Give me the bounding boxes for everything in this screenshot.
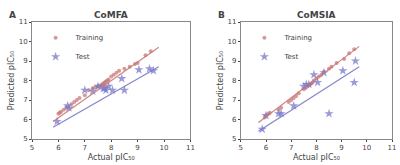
svg-text:Actual pIC₅₀: Actual pIC₅₀ [293,153,340,162]
svg-text:10: 10 [19,38,28,46]
svg-text:Training: Training [75,34,104,42]
svg-text:5: 5 [232,135,236,143]
svg-text:11: 11 [186,144,195,152]
svg-text:Training: Training [283,34,312,42]
svg-text:Actual pIC₅₀: Actual pIC₅₀ [88,153,135,162]
svg-text:9: 9 [339,144,343,152]
svg-text:9: 9 [23,57,27,65]
svg-text:5: 5 [239,144,243,152]
svg-text:11: 11 [19,18,28,26]
svg-text:A: A [9,10,16,20]
svg-text:8: 8 [232,77,236,85]
svg-text:9: 9 [232,57,236,65]
svg-text:Test: Test [283,53,298,61]
svg-text:8: 8 [314,144,318,152]
svg-text:CoMFA: CoMFA [94,10,128,20]
svg-text:7: 7 [83,144,87,152]
svg-text:Predicted pIC₅₀: Predicted pIC₅₀ [216,51,225,111]
svg-text:10: 10 [362,144,371,152]
svg-text:6: 6 [56,144,61,152]
svg-text:9: 9 [135,144,139,152]
svg-text:B: B [218,10,225,20]
svg-text:10: 10 [227,38,236,46]
svg-text:CoMSIA: CoMSIA [297,10,336,20]
svg-text:Predicted pIC₅₀: Predicted pIC₅₀ [7,51,16,111]
svg-text:5: 5 [23,135,27,143]
svg-text:5: 5 [30,144,34,152]
svg-text:6: 6 [264,144,269,152]
svg-text:Test: Test [75,53,90,61]
svg-text:8: 8 [109,144,113,152]
svg-text:10: 10 [160,144,169,152]
svg-text:6: 6 [23,116,28,124]
svg-text:7: 7 [232,96,236,104]
svg-text:11: 11 [388,144,397,152]
svg-text:6: 6 [232,116,237,124]
svg-text:7: 7 [23,96,27,104]
svg-text:7: 7 [289,144,293,152]
svg-text:11: 11 [227,18,236,26]
svg-text:8: 8 [23,77,27,85]
